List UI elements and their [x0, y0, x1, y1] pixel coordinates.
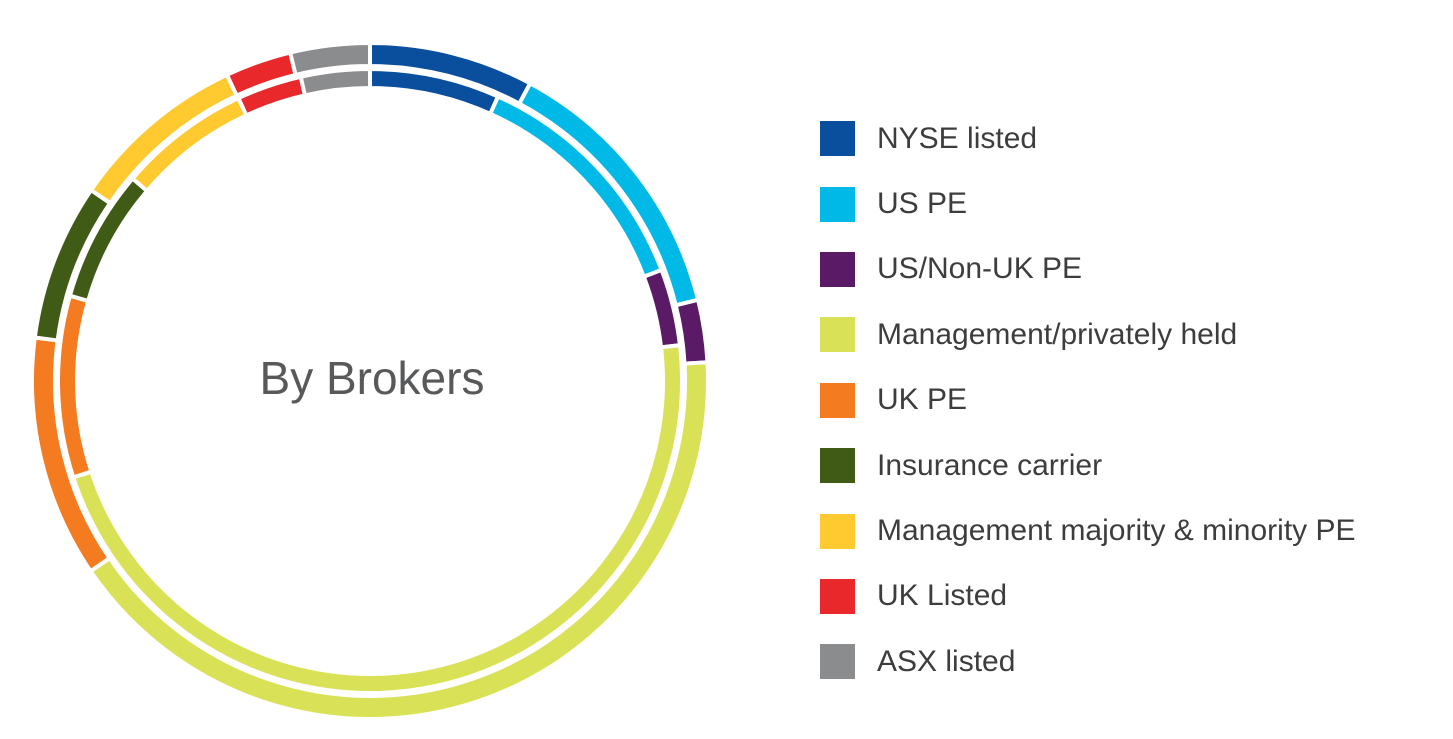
legend-label: Insurance carrier: [877, 448, 1103, 482]
legend-item-us-pe: US PE: [820, 171, 1356, 236]
outer-ring-slice-management-majority-minority-pe: [88, 72, 240, 206]
legend-label: Management/privately held: [877, 317, 1238, 351]
legend-swatch: [820, 121, 855, 157]
legend-label: NYSE listed: [877, 121, 1038, 155]
legend-label: US PE: [877, 187, 968, 221]
legend-swatch: [820, 317, 855, 353]
legend-swatch: [820, 186, 855, 222]
legend-label: Management majority & minority PE: [877, 514, 1356, 548]
legend-item-uk-pe: UK PE: [820, 368, 1356, 433]
legend-swatch: [820, 382, 855, 418]
legend-swatch: [820, 578, 855, 614]
legend-swatch: [820, 251, 855, 287]
legend-item-insurance-carrier: Insurance carrier: [820, 433, 1356, 498]
legend-item-us-non-uk-pe: US/Non-UK PE: [820, 237, 1356, 302]
legend-swatch: [820, 448, 855, 484]
legend-item-management-majority-minority-pe: Management majority & minority PE: [820, 498, 1356, 563]
legend-swatch: [820, 513, 855, 549]
inner-ring-slice-asx-listed: [298, 66, 372, 98]
legend: NYSE listed US PE US/Non-UK PE Management/p…: [820, 106, 1356, 695]
legend-label: US/Non-UK PE: [877, 252, 1083, 286]
legend-label: UK Listed: [877, 579, 1008, 613]
legend-label: UK PE: [877, 383, 968, 417]
outer-ring: [29, 40, 710, 721]
legend-item-management-privately-held: Management/privately held: [820, 302, 1356, 367]
legend-label: ASX listed: [877, 644, 1016, 678]
legend-item-uk-listed: UK Listed: [820, 564, 1356, 629]
legend-swatch: [820, 644, 855, 680]
inner-ring: [56, 66, 684, 696]
outer-ring-slice-asx-listed: [287, 40, 372, 78]
legend-item-asx-listed: ASX listed: [820, 629, 1356, 694]
chart-title: By Brokers: [260, 352, 485, 404]
legend-item-nyse-listed: NYSE listed: [820, 106, 1356, 171]
